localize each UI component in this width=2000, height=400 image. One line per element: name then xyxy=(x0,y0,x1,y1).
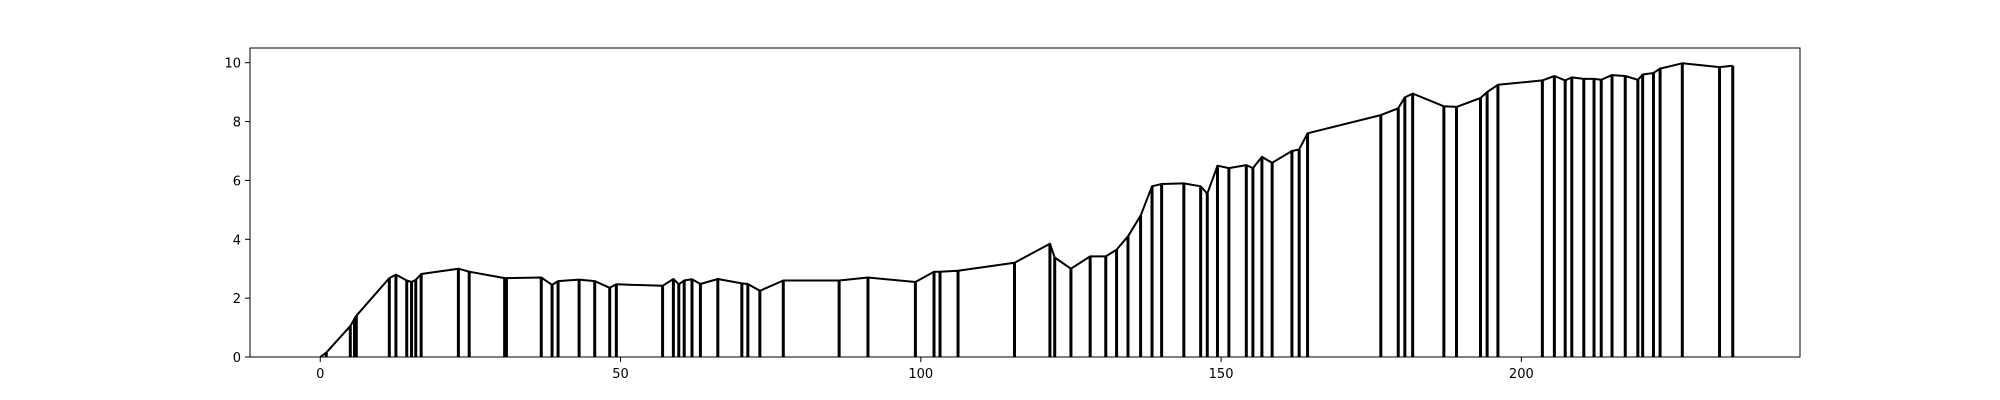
x-tick-label: 100 xyxy=(908,367,933,382)
x-axis-ticks: 0 50 100 150 200 xyxy=(316,357,1534,382)
series-line xyxy=(319,62,1733,358)
y-axis-ticks: 0 2 4 6 8 10 xyxy=(224,57,250,366)
plot-area-frame xyxy=(249,47,1801,358)
x-tick-label: 0 xyxy=(316,367,324,382)
y-tick-label: 2 xyxy=(233,292,241,307)
x-tick-label: 50 xyxy=(612,367,629,382)
y-tick-label: 6 xyxy=(233,174,241,189)
y-tick-label: 8 xyxy=(233,116,241,131)
y-tick-label: 10 xyxy=(224,57,241,72)
y-tick-label: 0 xyxy=(233,351,241,366)
x-tick-label: 150 xyxy=(1209,367,1234,382)
y-tick-label: 4 xyxy=(233,233,241,248)
vertical-bars xyxy=(324,63,1735,357)
x-tick-label: 200 xyxy=(1509,367,1534,382)
